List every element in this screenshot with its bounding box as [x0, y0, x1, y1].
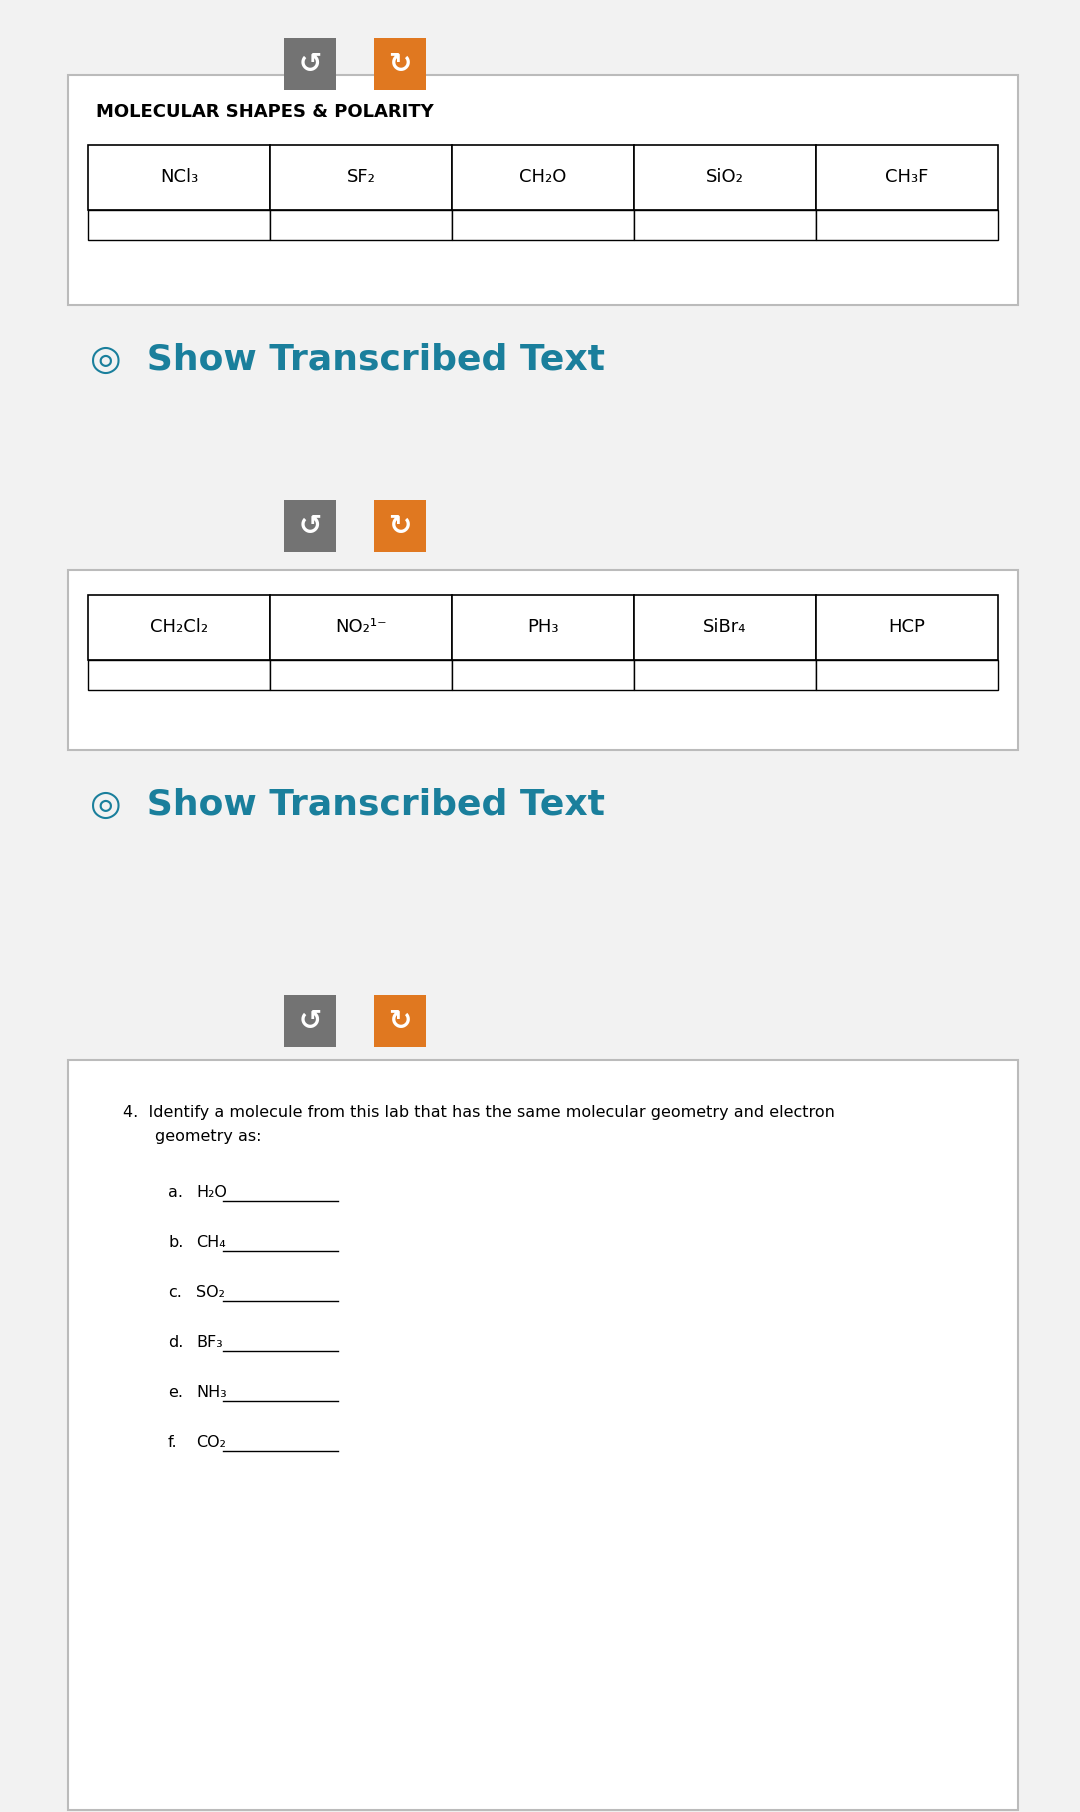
Text: NH₃: NH₃	[195, 1384, 227, 1401]
Bar	[284, 500, 336, 553]
Bar	[453, 210, 634, 239]
Text: e.: e.	[168, 1384, 183, 1401]
Text: SO₂: SO₂	[195, 1285, 225, 1299]
Bar	[816, 210, 998, 239]
Bar	[816, 594, 998, 660]
Text: 4.  Identify a molecule from this lab that has the same molecular geometry and e: 4. Identify a molecule from this lab tha…	[123, 1105, 835, 1120]
Bar	[270, 594, 453, 660]
Bar	[453, 594, 634, 660]
Bar	[634, 210, 816, 239]
Text: HCP: HCP	[889, 618, 926, 636]
Bar	[68, 571, 1018, 750]
Text: SiBr₄: SiBr₄	[703, 618, 746, 636]
Bar	[270, 210, 453, 239]
Bar	[87, 210, 270, 239]
Text: geometry as:: geometry as:	[156, 1129, 261, 1143]
Text: ↺: ↺	[298, 51, 322, 78]
Text: NCl₃: NCl₃	[160, 169, 198, 187]
Bar	[816, 145, 998, 210]
Text: ◎  Show Transcribed Text: ◎ Show Transcribed Text	[90, 342, 605, 377]
Text: MOLECULAR SHAPES & POLARITY: MOLECULAR SHAPES & POLARITY	[96, 103, 434, 121]
Text: ↺: ↺	[298, 513, 322, 540]
Bar	[453, 660, 634, 690]
Bar	[270, 660, 453, 690]
Bar	[374, 995, 426, 1047]
Bar	[68, 1060, 1018, 1810]
Text: PH₃: PH₃	[527, 618, 558, 636]
Text: CH₂Cl₂: CH₂Cl₂	[150, 618, 208, 636]
Text: CH₄: CH₄	[195, 1236, 226, 1250]
Text: CO₂: CO₂	[195, 1435, 226, 1450]
Text: ↻: ↻	[389, 1007, 411, 1035]
Text: ◎  Show Transcribed Text: ◎ Show Transcribed Text	[90, 788, 605, 823]
Bar	[374, 38, 426, 91]
Bar	[68, 74, 1018, 304]
Text: ↻: ↻	[389, 51, 411, 78]
Bar	[816, 660, 998, 690]
Bar	[374, 500, 426, 553]
Text: d.: d.	[168, 1335, 184, 1350]
Bar	[284, 38, 336, 91]
Bar	[634, 660, 816, 690]
Text: SF₂: SF₂	[347, 169, 376, 187]
Bar	[87, 145, 270, 210]
Text: ↺: ↺	[298, 1007, 322, 1035]
Text: a.: a.	[168, 1185, 183, 1200]
Bar	[634, 145, 816, 210]
Bar	[270, 145, 453, 210]
Text: H₂O: H₂O	[195, 1185, 227, 1200]
Text: BF₃: BF₃	[195, 1335, 222, 1350]
Bar	[634, 594, 816, 660]
Text: b.: b.	[168, 1236, 184, 1250]
Bar	[453, 145, 634, 210]
Text: CH₂O: CH₂O	[519, 169, 567, 187]
Text: f.: f.	[168, 1435, 177, 1450]
Bar	[87, 594, 270, 660]
Bar	[87, 660, 270, 690]
Text: CH₃F: CH₃F	[886, 169, 929, 187]
Text: ↻: ↻	[389, 513, 411, 540]
Text: SiO₂: SiO₂	[706, 169, 744, 187]
Bar	[284, 995, 336, 1047]
Text: c.: c.	[168, 1285, 181, 1299]
Text: NO₂¹⁻: NO₂¹⁻	[335, 618, 387, 636]
